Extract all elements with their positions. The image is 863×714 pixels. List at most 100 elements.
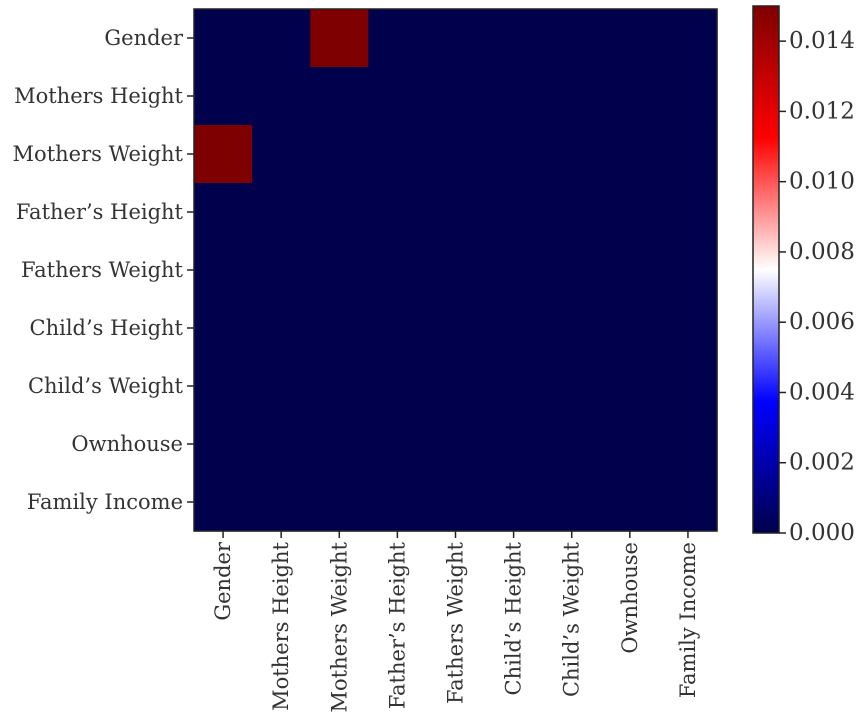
heatmap-cell (542, 125, 602, 184)
row-tick-label: Family Income (27, 490, 183, 514)
row-tick-label: Father’s Height (16, 200, 184, 224)
heatmap-cell (368, 241, 428, 300)
heatmap-cell (426, 125, 486, 184)
heatmap-cell (658, 67, 718, 126)
row-tick-label: Gender (104, 26, 184, 50)
heatmap-cell (426, 357, 486, 416)
column-tick-label: Child’s Weight (560, 541, 584, 697)
heatmap-cell (194, 357, 253, 416)
heatmap-cell (426, 299, 486, 358)
heatmap-cell (600, 415, 660, 474)
colorbar-tick-label: 0.004 (789, 379, 855, 405)
heatmap-cell (600, 473, 660, 532)
heatmap-cell (542, 415, 602, 474)
heatmap-cell (368, 357, 428, 416)
heatmap-cell (600, 183, 660, 242)
colorbar-tick-label: 0.014 (789, 28, 855, 54)
colorbar-tick-label: 0.000 (789, 520, 855, 546)
heatmap-cell (194, 473, 253, 532)
heatmap-cell (542, 9, 602, 68)
heatmap-cell (194, 67, 253, 126)
heatmap-cell (252, 473, 311, 532)
heatmap-cell (658, 473, 718, 532)
row-tick-label: Mothers Weight (13, 142, 184, 166)
heatmap-cell (252, 67, 311, 126)
column-tick-label: Mothers Weight (327, 541, 351, 712)
heatmap-cell (600, 125, 660, 184)
column-tick-label: Family Income (676, 542, 700, 698)
heatmap-cell (658, 183, 718, 242)
heatmap-cell (368, 473, 428, 532)
colorbar-tick-label: 0.008 (789, 239, 855, 265)
heatmap-cell (310, 241, 369, 300)
heatmap-cell (368, 125, 428, 184)
column-tick-label: Father’s Height (385, 541, 409, 709)
heatmap-cell (658, 415, 718, 474)
heatmap-cell (484, 9, 544, 68)
heatmap-cell (368, 183, 428, 242)
row-tick-label: Mothers Height (14, 84, 183, 108)
heatmap-cell (310, 415, 369, 474)
heatmap-cell (368, 415, 428, 474)
row-tick-labels: Gender Mothers Height Mothers Weight Father… (13, 26, 194, 514)
heatmap-cell (252, 357, 311, 416)
heatmap-cell (194, 9, 253, 68)
heatmap-cell (658, 9, 718, 68)
heatmap-cell (368, 299, 428, 358)
heatmap-cell (484, 67, 544, 126)
heatmap-cell (484, 473, 544, 532)
heatmap-cell (194, 183, 253, 242)
heatmap-cell (484, 241, 544, 300)
heatmap-cell (252, 9, 311, 68)
row-tick-label: Ownhouse (71, 432, 183, 456)
heatmap-cell (426, 183, 486, 242)
heatmap-cell (484, 415, 544, 474)
colorbar (752, 5, 780, 534)
heatmap-cell (310, 67, 369, 126)
row-tick-label: Child’s Height (30, 316, 184, 340)
heatmap-cell (484, 125, 544, 184)
colorbar-tick-label: 0.002 (789, 450, 855, 476)
heatmap-cell (252, 183, 311, 242)
heatmap-cell (658, 357, 718, 416)
column-tick-labels: Gender Mothers Height Mothers Weight Father… (211, 531, 700, 712)
heatmap-cell (484, 357, 544, 416)
colorbar-tick-labels: 0.000 0.002 0.004 0.006 0.008 0.010 0.012 0.014 (779, 28, 855, 546)
heatmap-cell (600, 9, 660, 68)
colorbar-tick-label: 0.006 (789, 309, 855, 335)
column-tick-label: Mothers Height (269, 541, 293, 710)
column-tick-label: Gender (211, 541, 235, 621)
heatmap-cell (484, 183, 544, 242)
heatmap-cell (426, 241, 486, 300)
heatmap-cell (310, 183, 369, 242)
heatmap-cell (194, 299, 253, 358)
heatmap-cell (600, 299, 660, 358)
heatmap-cell (600, 357, 660, 416)
column-tick-label: Child’s Height (502, 541, 526, 695)
row-tick-label: Child’s Weight (28, 374, 184, 398)
row-tick-label: Fathers Weight (21, 258, 184, 282)
heatmap-cell (194, 241, 253, 300)
heatmap-cell (484, 299, 544, 358)
heatmap-cell (310, 299, 369, 358)
heatmap-cell (426, 67, 486, 126)
heatmap-cell (310, 9, 369, 68)
heatmap-cell (368, 67, 428, 126)
heatmap-cell (542, 357, 602, 416)
colorbar-tick-label: 0.010 (789, 169, 855, 195)
heatmap-cell (426, 415, 486, 474)
heatmap-cell (542, 241, 602, 300)
heatmap-cell (194, 415, 253, 474)
heatmap-cell (658, 241, 718, 300)
heatmap-cell (542, 299, 602, 358)
heatmap-cell (252, 241, 311, 300)
heatmap-cell (368, 9, 428, 68)
heatmap-cell (426, 473, 486, 532)
colorbar-tick-label: 0.012 (789, 98, 855, 124)
heatmap-cell (600, 67, 660, 126)
heatmap-cell (426, 9, 486, 68)
heatmap-cell (310, 357, 369, 416)
heatmap-cell (252, 415, 311, 474)
heatmap-cell (194, 125, 253, 184)
